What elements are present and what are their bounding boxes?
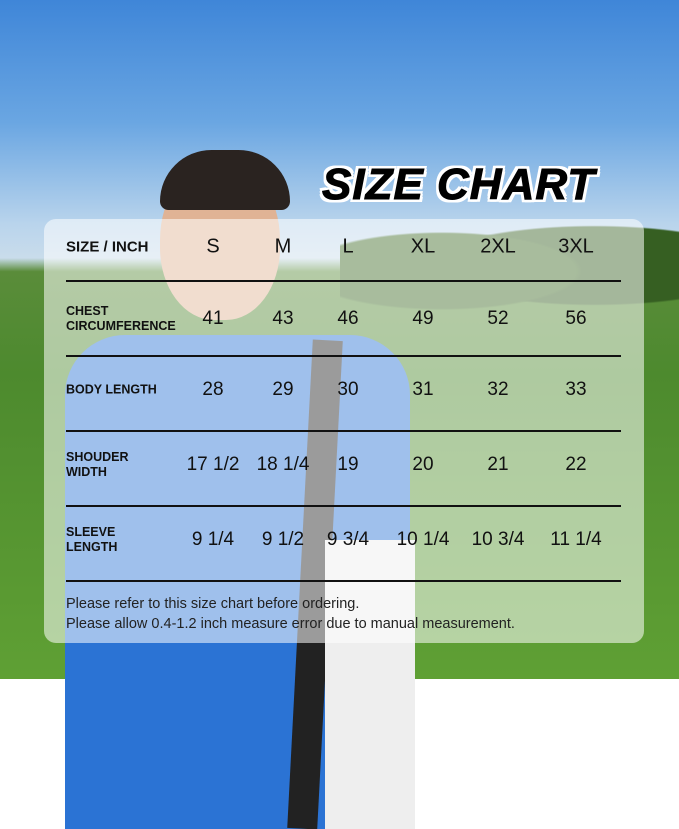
table-cell: 9 1/4 <box>191 529 235 550</box>
row-label: BODY LENGTH <box>66 383 186 398</box>
table-cell: 41 <box>202 308 224 329</box>
size-header: S <box>206 235 220 258</box>
row-label-line: CIRCUMFERENCE <box>66 319 176 333</box>
divider <box>66 580 621 582</box>
divider <box>66 430 621 432</box>
table-cell: 18 1/4 <box>256 454 310 475</box>
table-cell: 10 3/4 <box>471 529 525 550</box>
table-cell: 49 <box>412 308 434 329</box>
size-header: M <box>274 235 292 258</box>
table-cell: 31 <box>412 379 434 400</box>
table-cell: 29 <box>272 379 294 400</box>
row-label-line: CHEST <box>66 304 109 318</box>
divider <box>66 355 621 357</box>
divider <box>66 505 621 507</box>
row-label-line: WIDTH <box>66 465 107 479</box>
table-cell: 11 1/4 <box>550 529 602 550</box>
row-label-line: SLEEVE <box>66 525 116 539</box>
size-header: L <box>342 235 354 258</box>
size-chart-title: SIZE CHART <box>321 160 596 210</box>
size-header: 3XL <box>558 235 594 258</box>
table-cell: 33 <box>565 379 587 400</box>
model-hair <box>160 150 290 210</box>
table-cell: 43 <box>272 308 294 329</box>
note: Please allow 0.4-1.2 inch measure error … <box>66 616 515 632</box>
table-cell: 32 <box>487 379 509 400</box>
header-label: SIZE / INCH <box>66 238 149 256</box>
table-cell: 10 1/4 <box>396 529 450 550</box>
table-cell: 20 <box>412 454 434 475</box>
row-label: SLEEVE LENGTH <box>66 525 186 555</box>
row-label-line: SHOUDER <box>66 450 129 464</box>
row-label-line: BODY LENGTH <box>66 382 157 397</box>
row-label: CHEST CIRCUMFERENCE <box>66 304 186 334</box>
row-label-line: LENGTH <box>66 540 118 554</box>
size-header: 2XL <box>480 235 516 258</box>
table-cell: 22 <box>565 454 587 475</box>
table-cell: 56 <box>565 308 587 329</box>
table-cell: 17 1/2 <box>186 454 240 475</box>
table-cell: 9 3/4 <box>326 529 370 550</box>
table-cell: 28 <box>202 379 224 400</box>
table-cell: 21 <box>487 454 509 475</box>
table-cell: 30 <box>337 379 359 400</box>
note: Please refer to this size chart before o… <box>66 596 360 612</box>
table-cell: 19 <box>337 454 359 475</box>
divider <box>66 280 621 282</box>
row-label: SHOUDER WIDTH <box>66 450 186 480</box>
table-cell: 46 <box>337 308 359 329</box>
table-cell: 52 <box>487 308 509 329</box>
size-header: XL <box>410 235 436 258</box>
table-cell: 9 1/2 <box>261 529 305 550</box>
